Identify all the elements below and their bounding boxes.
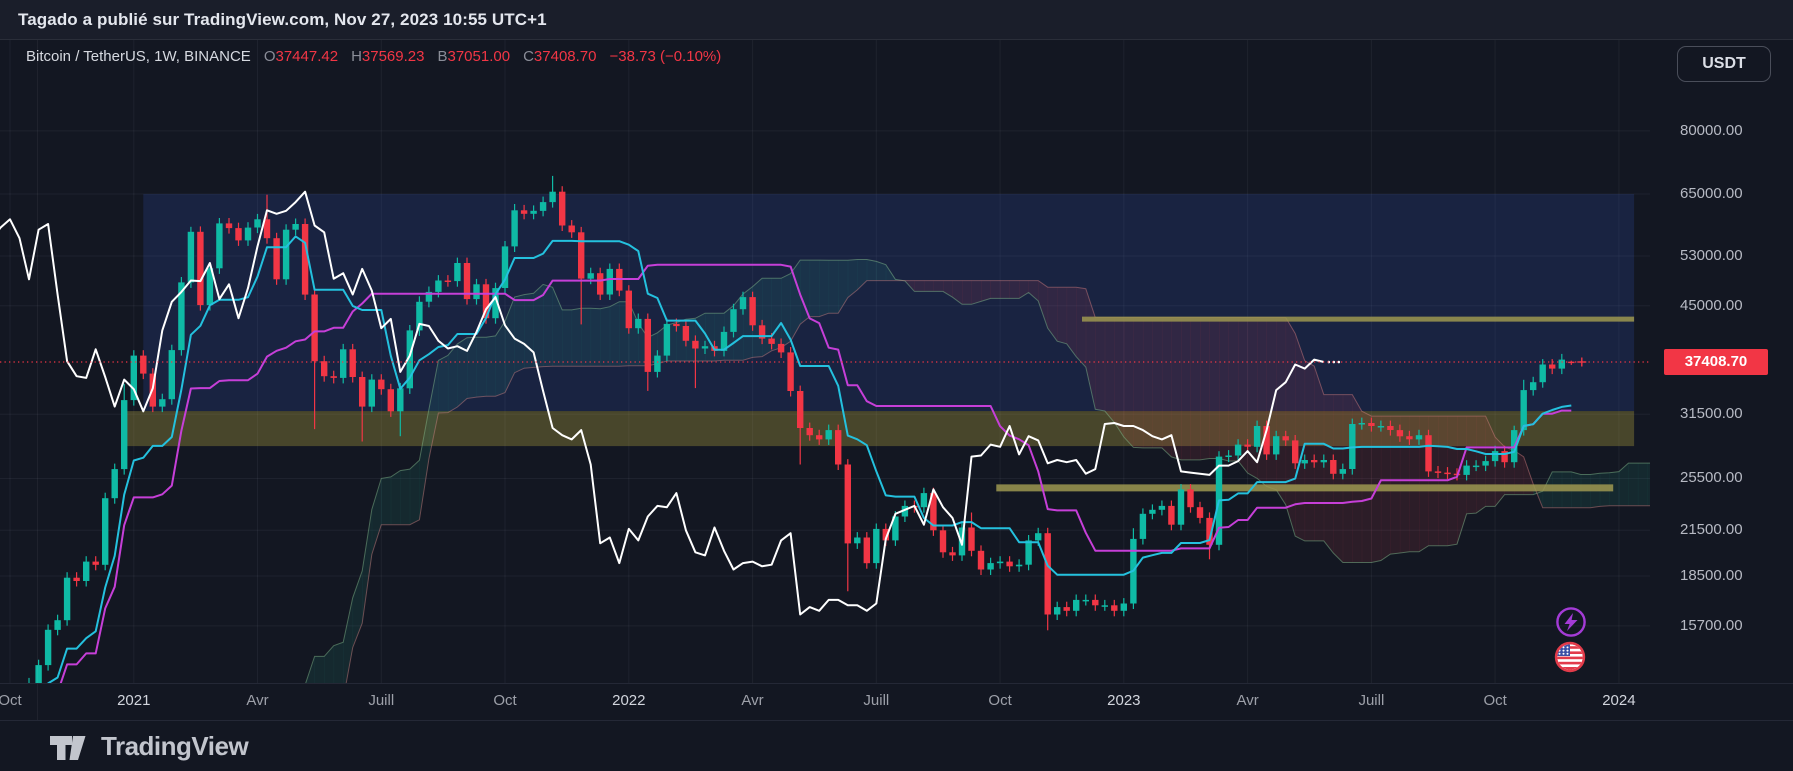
- time-axis-label: Oct: [988, 692, 1012, 709]
- time-axis-label: Oct: [493, 692, 517, 709]
- currency-toggle-button[interactable]: USDT: [1677, 46, 1771, 82]
- time-axis-label: Juill: [863, 692, 890, 709]
- publish-status-bar: Tagado a publié sur TradingView.com, Nov…: [0, 0, 1793, 40]
- high-label: H: [351, 48, 362, 65]
- time-axis-label: Avr: [741, 692, 764, 709]
- time-axis-label: 2023: [1107, 692, 1141, 709]
- ichimoku-conversion-line: [47, 235, 1572, 683]
- footer-bar: TradingView: [0, 720, 1793, 771]
- zone-drawings[interactable]: [124, 194, 1635, 447]
- currency-toggle-label: USDT: [1702, 55, 1746, 72]
- low-value: 37051.00: [447, 48, 511, 65]
- tradingview-logo-text: TradingView: [101, 731, 249, 761]
- change-value: −38.73 (−0.10%): [609, 48, 722, 65]
- close-value: 37408.70: [533, 48, 597, 65]
- time-axis-label: Juill: [1358, 692, 1385, 709]
- us-flag-icon: [1554, 641, 1586, 673]
- price-axis-label: 21500.00: [1680, 521, 1743, 539]
- boost-button[interactable]: [1554, 605, 1588, 639]
- price-axis-label: 53000.00: [1680, 247, 1743, 265]
- lightning-icon: [1556, 607, 1586, 637]
- last-price-marker: [1577, 357, 1587, 367]
- price-axis-label: 45000.00: [1680, 296, 1743, 314]
- price-axis-label: 18500.00: [1680, 567, 1743, 585]
- open-label: O: [263, 48, 276, 65]
- pane-left-border: [37, 40, 38, 720]
- ichimoku-lagging-line: [0, 190, 1325, 616]
- time-axis-label: 2021: [117, 692, 151, 709]
- tradingview-logo-icon: [50, 735, 86, 760]
- time-axis-label: Avr: [1236, 692, 1259, 709]
- price-axis-label: 25500.00: [1680, 469, 1743, 487]
- time-axis-label: Oct: [1483, 692, 1507, 709]
- high-value: 37569.23: [361, 48, 425, 65]
- current-price-label: 37408.70: [1664, 348, 1768, 375]
- open-value: 37447.42: [275, 48, 339, 65]
- tradingview-logo[interactable]: TradingView: [48, 730, 249, 764]
- symbol-legend: Bitcoin / TetherUS, 1W, BINANCE O37447.42…: [26, 48, 721, 65]
- chart-canvas[interactable]: [0, 0, 1650, 771]
- us-flag-button[interactable]: [1553, 640, 1587, 674]
- price-axis-label: 65000.00: [1680, 185, 1743, 202]
- ichimoku-base-line: [59, 263, 1572, 683]
- time-axis-border: [0, 683, 1793, 684]
- time-axis-label: Juill: [368, 692, 395, 709]
- symbol-title: Bitcoin / TetherUS, 1W, BINANCE: [26, 48, 251, 65]
- time-axis-label: 2024: [1602, 692, 1636, 709]
- hline-drawings[interactable]: [996, 316, 1635, 492]
- price-axis-label: 80000.00: [1680, 121, 1743, 139]
- low-label: B: [437, 48, 448, 65]
- time-axis-label: Oct: [0, 692, 22, 709]
- close-label: C: [523, 48, 534, 65]
- publish-status-text: Tagado a publié sur TradingView.com, Nov…: [18, 9, 547, 29]
- price-axis-label: 15700.00: [1680, 616, 1743, 634]
- time-axis-label: 2022: [612, 692, 646, 709]
- time-axis-label: Avr: [246, 692, 269, 709]
- ichimoku-cloud: [305, 259, 1650, 683]
- price-axis-label: 31500.00: [1680, 405, 1743, 423]
